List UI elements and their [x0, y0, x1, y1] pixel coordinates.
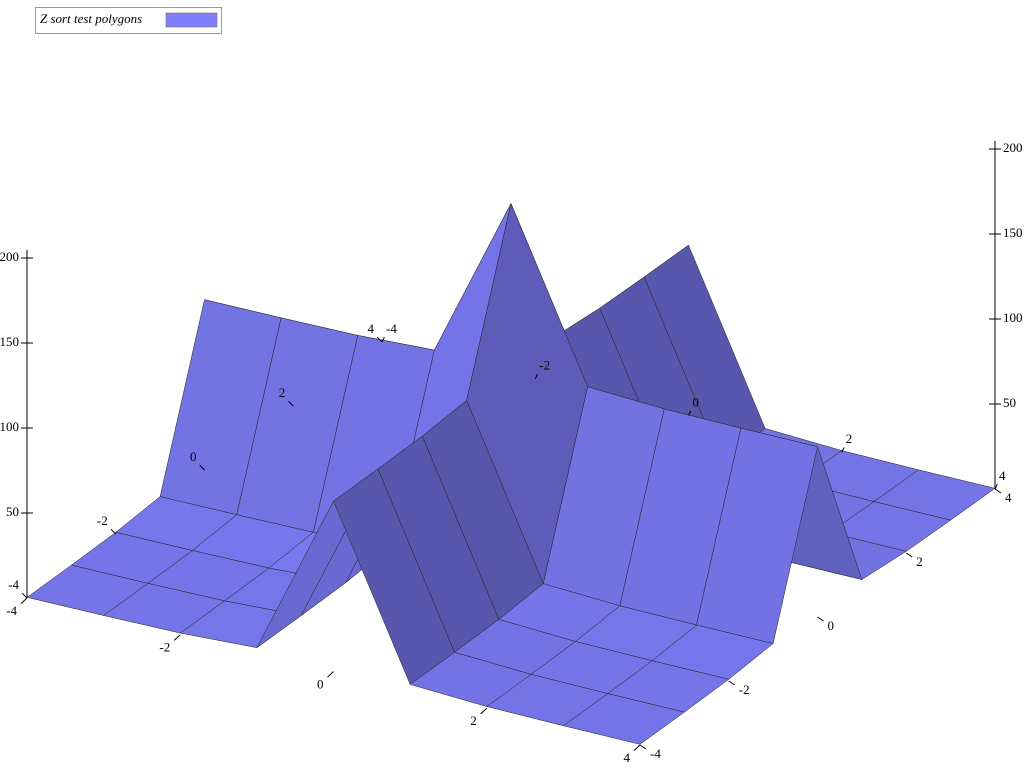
- y-tick: [110, 528, 117, 535]
- z-tick-label: 150: [0, 334, 19, 349]
- y-tick: [199, 464, 205, 471]
- x-tick-label: -2: [539, 358, 550, 373]
- x-tick-label: 4: [999, 468, 1006, 483]
- legend-label: Z sort test polygons: [40, 11, 142, 26]
- x-tick: [20, 597, 28, 604]
- x-tick-label: 4: [624, 750, 631, 765]
- y-tick-label: -2: [739, 682, 750, 697]
- x-tick: [633, 744, 641, 751]
- x-tick: [173, 634, 181, 641]
- x-tick: [327, 671, 334, 678]
- y-tick-label: 2: [916, 554, 923, 569]
- surface-quad: [563, 693, 685, 745]
- x-tick: [994, 483, 998, 490]
- z-tick-label: 50: [6, 504, 19, 519]
- x-tick-label: -2: [159, 640, 170, 655]
- y-tick: [905, 552, 913, 558]
- x-tick: [841, 447, 845, 453]
- legend-swatch: [165, 12, 218, 28]
- y-tick: [376, 336, 383, 343]
- z-tick-label: 150: [1003, 225, 1023, 240]
- x-tick: [381, 336, 385, 343]
- y-tick-label: 4: [1005, 490, 1012, 505]
- x-tick-label: 0: [317, 676, 324, 691]
- y-tick-label: 0: [828, 618, 835, 633]
- y-tick-label: -2: [97, 513, 108, 528]
- y-tick: [817, 616, 824, 622]
- y-tick: [21, 592, 28, 599]
- x-tick-label: 2: [846, 431, 853, 446]
- z-tick-label: 200: [1003, 140, 1023, 155]
- x-tick-label: 2: [470, 713, 477, 728]
- y-tick-label: 2: [279, 385, 286, 400]
- y-tick-label: 0: [190, 449, 197, 464]
- y-tick: [728, 680, 736, 686]
- x-tick: [534, 373, 539, 379]
- y-tick: [288, 400, 294, 407]
- z-tick-label: 100: [0, 419, 19, 434]
- z-tick-label: 100: [1003, 310, 1023, 325]
- x-tick-label: -4: [386, 321, 397, 336]
- x-tick: [480, 707, 488, 715]
- y-tick: [994, 488, 1002, 494]
- y-tick-label: 4: [368, 321, 375, 336]
- y-tick-label: -4: [650, 746, 661, 761]
- x-tick: [688, 410, 692, 416]
- y-tick-label: -4: [8, 577, 19, 592]
- x-tick-label: -4: [6, 603, 17, 618]
- z-tick-label: 200: [0, 249, 19, 264]
- z-tick-label: 50: [1003, 395, 1016, 410]
- y-tick: [639, 744, 647, 750]
- x-tick-label: 0: [693, 394, 700, 409]
